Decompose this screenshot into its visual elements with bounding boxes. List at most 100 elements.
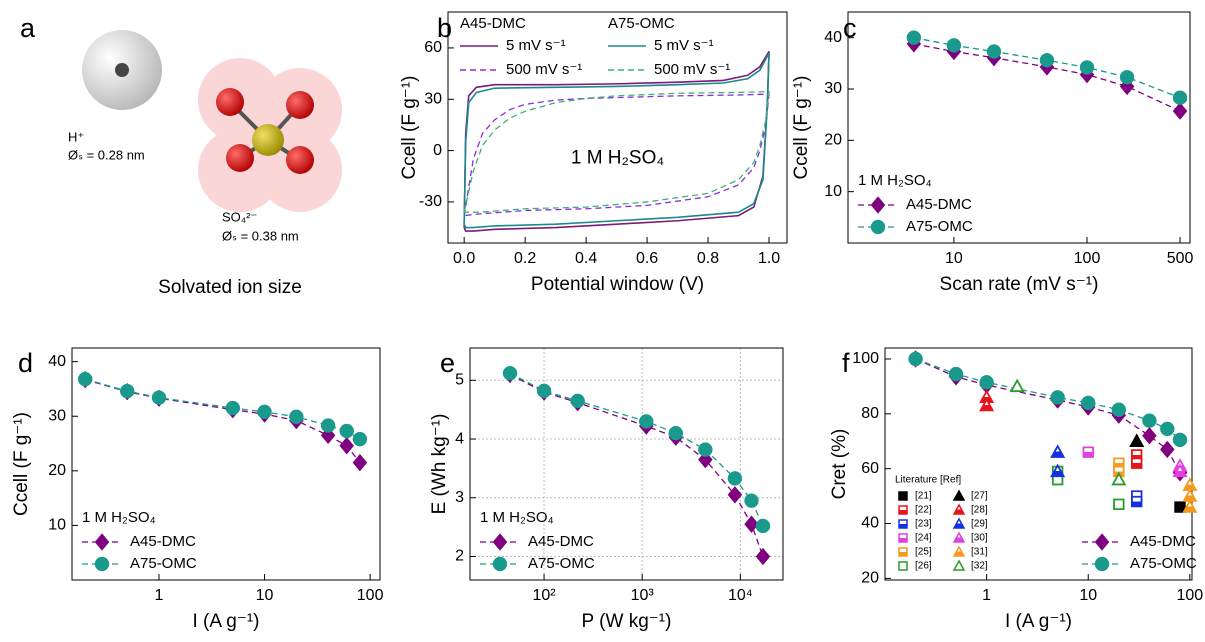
legend-label: 500 mV s⁻¹ [506,61,582,78]
x-tick-label: 10 [1079,587,1097,604]
data-point [1131,495,1143,508]
data-point [1039,53,1055,68]
annotation: 1 M H₂SO₄ [571,148,665,169]
o-atom [216,88,244,116]
data-point [339,436,355,455]
annotation: 1 M H₂SO₄ [82,509,156,526]
x-axis-title: Potential window (V) [531,274,704,295]
y-tick-label: 4 [455,430,464,447]
legend-marker [952,503,966,515]
legend-label: [25] [915,547,932,558]
legend-marker [952,531,966,543]
x-tick-label: 1.0 [758,250,780,267]
data-point [352,453,368,472]
data-point [1050,463,1066,478]
series-line [463,90,770,213]
h-core [115,63,129,77]
y-axis-title: E (Wh kg⁻¹) [429,414,450,515]
legend-label: A45-DMC [1130,533,1196,550]
data-point [77,371,93,387]
data-point [1079,60,1095,75]
legend-label: [23] [915,519,932,530]
y-tick-label: 30 [424,90,442,107]
panel-label: e [440,348,455,378]
panel-label: c [843,13,857,43]
panel: e 10² 10³ 10⁴ 2 3 4 5 P (W kg⁻¹) E (Wh kg⁻¹) A45-D… [429,347,784,632]
y-tick-label: 60 [424,39,442,56]
data-point [151,390,167,405]
legend-marker [1094,533,1110,551]
legend-label: [29] [971,519,988,530]
legend-marker [898,505,908,515]
plot-frame [71,347,381,581]
data-point [727,471,743,486]
data-point [1182,499,1198,513]
legend-label: A45-DMC [906,196,972,213]
data-point [986,44,1002,59]
data-point [1009,378,1025,393]
data-point [1129,433,1145,447]
data-point [1160,421,1175,437]
y-tick-label: 5 [455,372,464,389]
data-point [744,493,759,508]
x-axis-title: Scan rate (mV s⁻¹) [940,274,1099,295]
y-tick-label: -30 [419,193,442,210]
legend-marker [870,196,886,214]
y-axis-title: Ccell (F g⁻¹) [399,76,420,180]
x-tick-label: 10³ [631,587,655,604]
data-point [1111,471,1127,486]
legend-marker [94,556,110,572]
data-point [668,425,684,441]
data-point [755,547,771,566]
y-tick-label: 10 [48,517,66,534]
x-tick-label: 1 [982,587,991,604]
data-point [979,375,994,390]
data-point [339,423,354,439]
x-tick-label: 0.4 [575,250,597,267]
y-tick-label: 100 [852,350,879,367]
legend-marker [492,533,508,551]
series-line [463,52,770,229]
data-point [1174,501,1186,513]
legend-label: 5 mV s⁻¹ [506,37,566,54]
h-size-label: Øₛ = 0.28 nm [68,147,145,162]
x-tick-label: 100 [1176,587,1203,604]
legend-marker [898,491,908,501]
legend-marker [952,559,966,571]
legend-label: A45-DMC [130,533,196,550]
data-point [639,414,654,429]
data-point [1172,102,1188,120]
x-axis-title: I (A g⁻¹) [1005,611,1072,632]
data-point [119,383,135,399]
x-tick-label: 10² [532,587,556,604]
data-point [536,383,552,399]
x-tick-label: 100 [357,587,384,604]
y-tick-label: 0 [433,142,442,159]
data-point [1131,457,1143,469]
x-tick-label: 10 [256,587,274,604]
y-tick-label: 60 [861,460,879,477]
so4-ion-label: SO₄²⁻ [222,209,257,224]
data-point [289,409,304,425]
annotation: 1 M H₂SO₄ [858,172,932,189]
y-tick-label: 40 [48,353,66,370]
legend-label: [22] [915,505,932,516]
data-point [570,393,585,409]
o-atom [286,146,314,174]
legend-title: Literature [Ref] [895,475,961,486]
legend-label: A75-OMC [528,555,595,572]
legend-marker [952,517,966,529]
panel-label: f [842,348,850,378]
data-point [979,397,995,412]
legend-marker [898,533,908,543]
legend-label: [26] [915,561,932,572]
legend-label: [31] [971,547,988,558]
legend-marker [1094,556,1110,572]
data-point [1050,390,1065,405]
data-point [727,486,743,504]
h-ion-label: H⁺ [68,129,84,144]
data-point [502,366,518,381]
y-tick-label: 40 [824,29,842,46]
y-tick-label: 40 [861,515,879,532]
